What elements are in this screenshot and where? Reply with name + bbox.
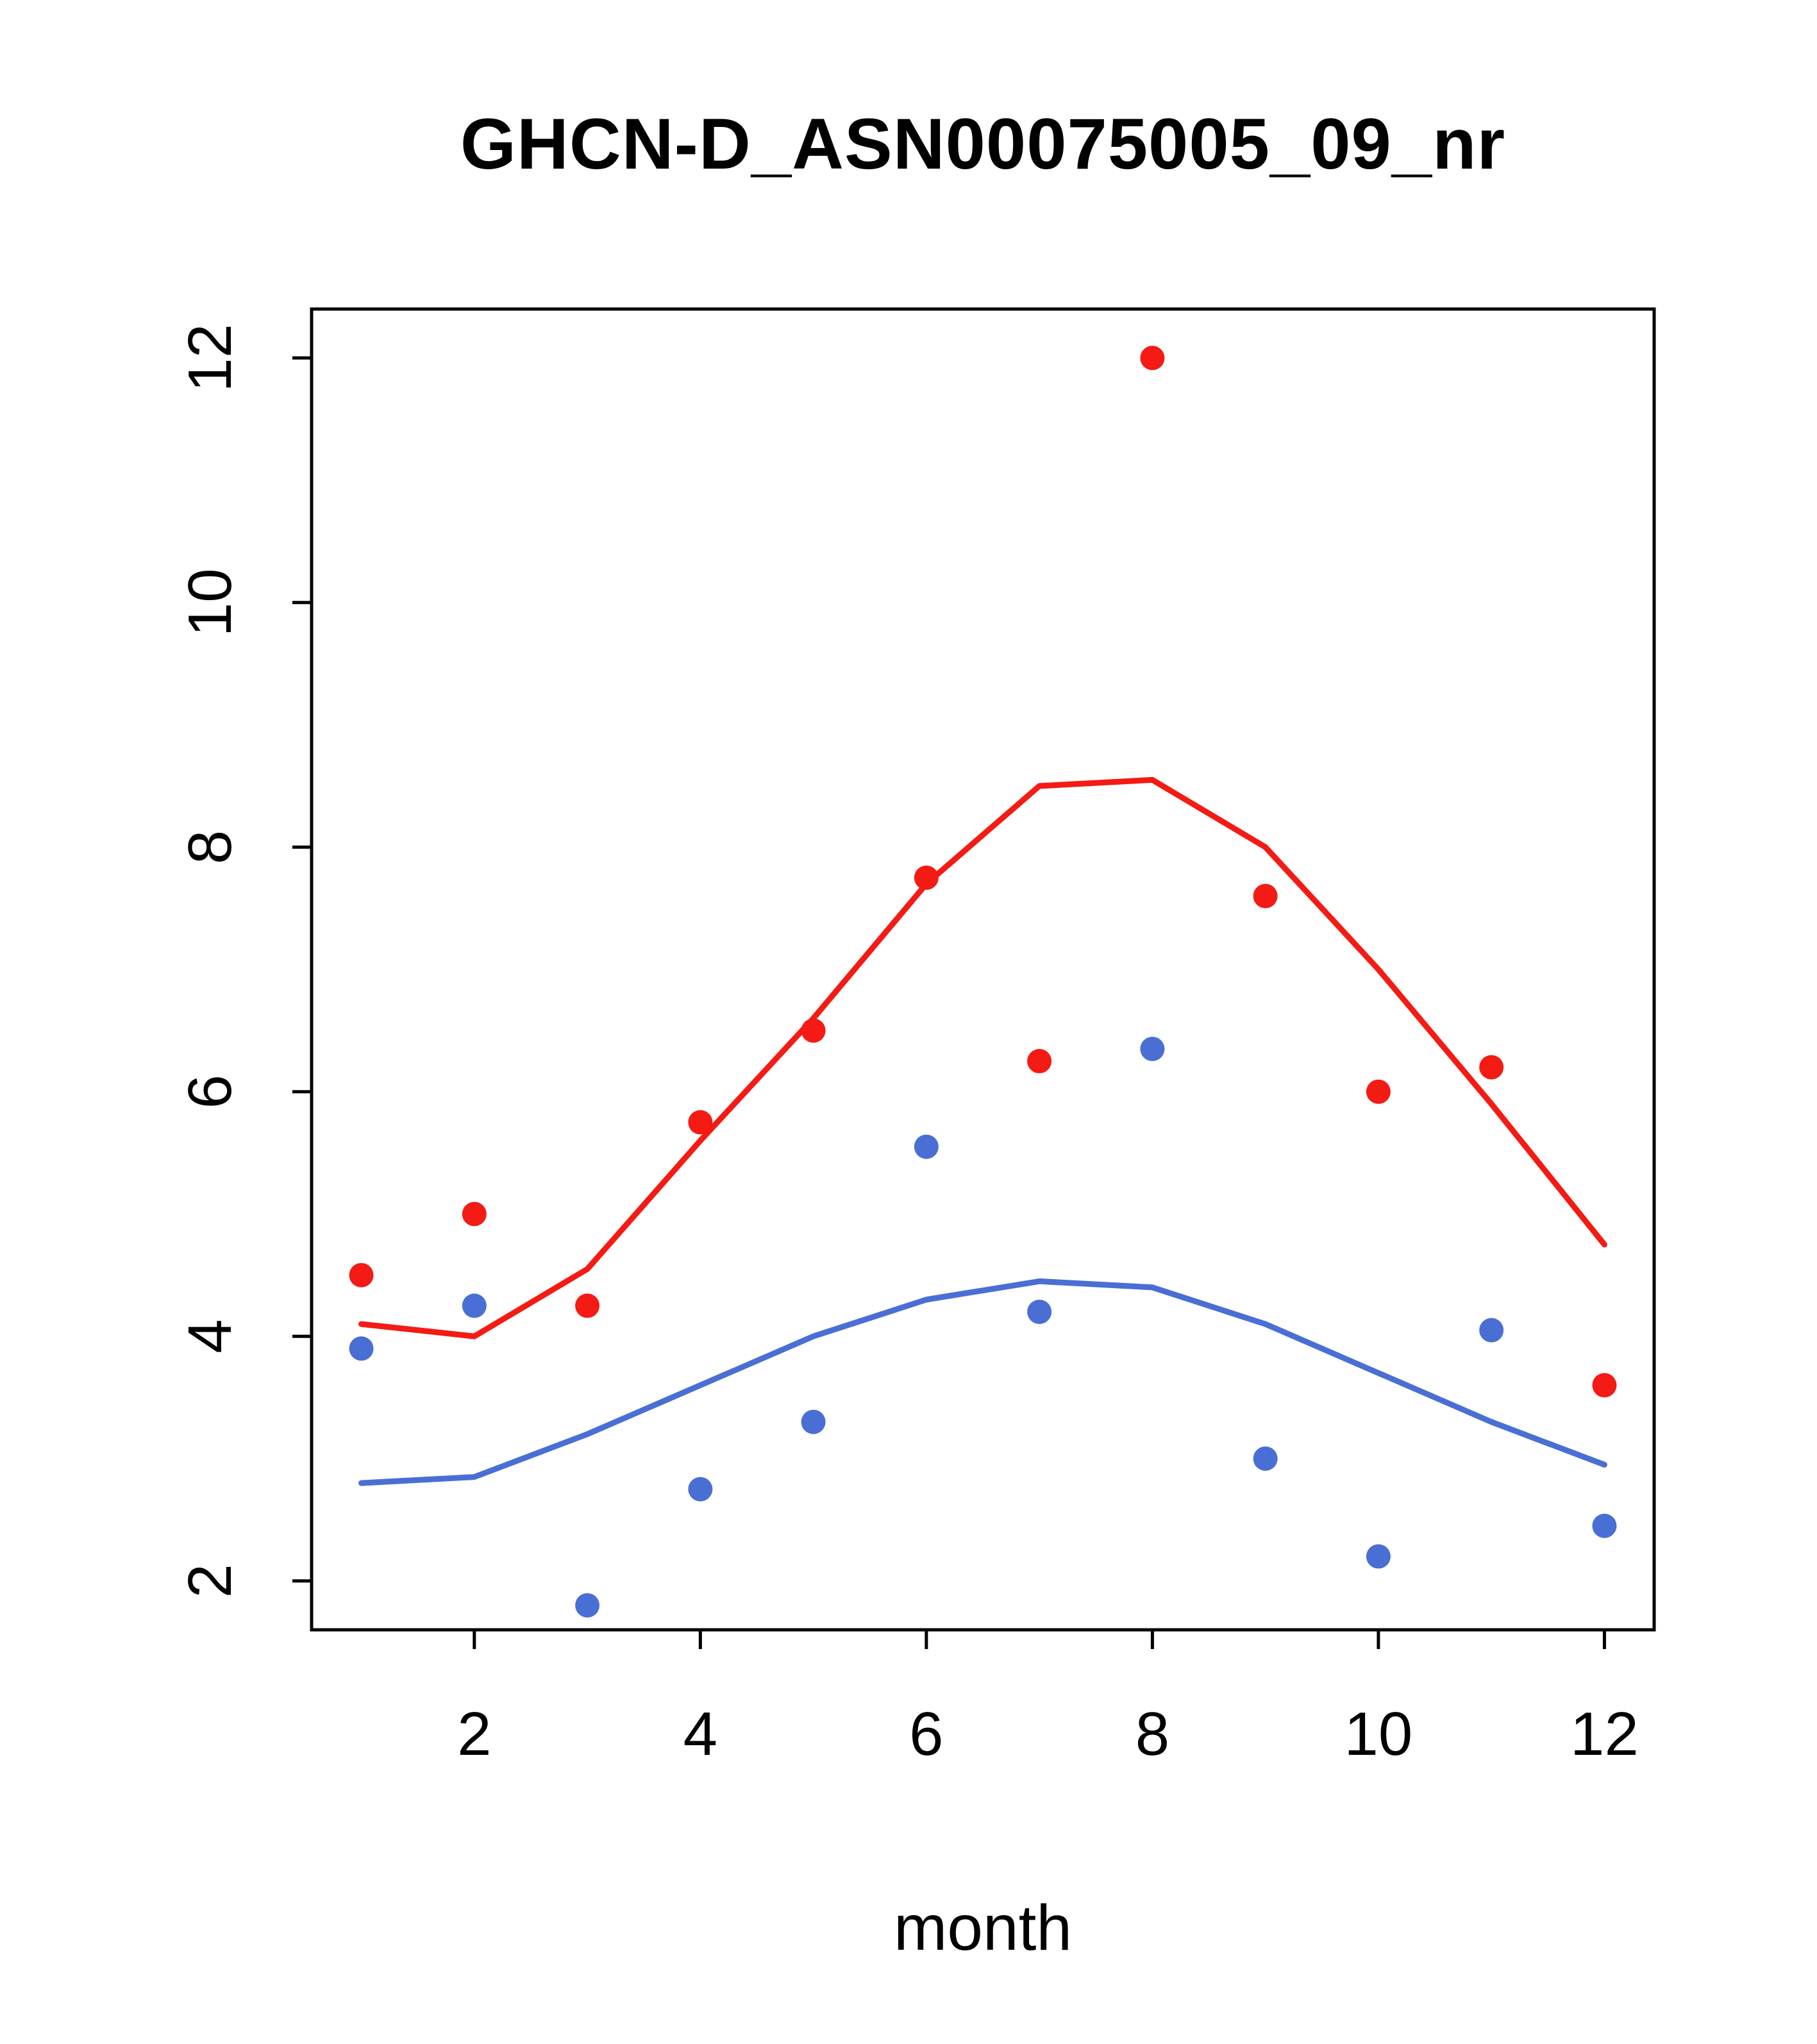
blue-points-point <box>688 1477 713 1502</box>
plot-box <box>310 307 1656 1632</box>
blue-points-point <box>1366 1544 1391 1569</box>
x-tick-label: 6 <box>909 1700 943 1768</box>
blue-points-point <box>1592 1513 1617 1538</box>
x-tick-label: 4 <box>683 1700 717 1768</box>
y-tick-label: 6 <box>176 1075 244 1109</box>
x-tick-label: 10 <box>1344 1700 1413 1768</box>
red-points-point <box>801 1018 826 1043</box>
y-tick-label: 2 <box>176 1564 244 1598</box>
y-tick-label: 10 <box>176 568 244 637</box>
x-axis-title: month <box>894 1892 1072 1964</box>
blue-points-point <box>349 1336 374 1361</box>
blue-points-point <box>462 1293 487 1318</box>
blue-points-point <box>1253 1446 1278 1471</box>
x-tick-label: 8 <box>1135 1700 1169 1768</box>
chart-title: GHCN-D_ASN00075005_09_nr <box>460 104 1506 184</box>
red-points-point <box>1592 1373 1617 1398</box>
red-points-point <box>914 865 939 890</box>
y-tick-label: 12 <box>176 324 244 392</box>
blue-trend-line <box>358 1278 1607 1486</box>
y-tick-label: 4 <box>176 1319 244 1353</box>
blue-points-point <box>1027 1300 1052 1325</box>
blue-points-point <box>914 1134 939 1159</box>
red-points-point <box>1253 884 1278 909</box>
red-points-point <box>1140 346 1165 371</box>
blue-points-point <box>1479 1318 1504 1343</box>
red-points-point <box>1479 1055 1504 1080</box>
y-tick-label: 8 <box>176 830 244 864</box>
blue-points-point <box>1140 1036 1165 1061</box>
red-points-point <box>688 1110 713 1135</box>
red-points-point <box>349 1262 374 1287</box>
red-points-point <box>462 1202 487 1227</box>
x-tick-label: 2 <box>457 1700 491 1768</box>
blue-points-point <box>801 1409 826 1434</box>
red-trend-line <box>358 776 1607 1339</box>
red-points-point <box>1366 1079 1391 1104</box>
red-points-point <box>1027 1049 1052 1074</box>
red-points-point <box>575 1293 600 1318</box>
blue-points-point <box>575 1593 600 1618</box>
x-tick-label: 12 <box>1570 1700 1639 1768</box>
